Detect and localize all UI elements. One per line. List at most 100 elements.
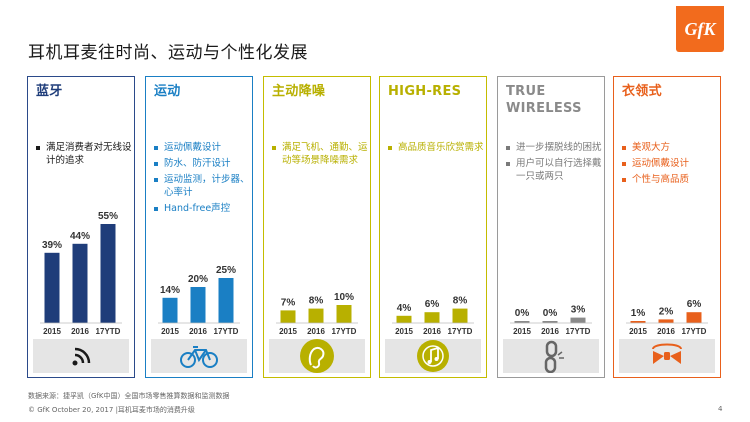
bar-chart: 4% 2015 6% 2016 8% 17YTD: [392, 296, 474, 336]
footer-copyright: © GfK October 20, 2017 |耳机耳麦市场的消费升级: [28, 406, 195, 414]
bar-17YTD: [218, 278, 234, 323]
category-label: 2016: [657, 327, 675, 336]
broken-chain-icon: [544, 340, 564, 373]
panel-bluetooth: 蓝牙 满足消费者对无线设计的追求 39% 2015 44% 2016 55% 17YTD: [27, 76, 135, 378]
bullet-item: 满足飞机、通勤、运动等场景降噪需求: [270, 141, 368, 167]
panel-sports: 运动 运动佩戴设计 防水、防汗设计运动监测，计步器、心率计 Hand-free声控 1…: [145, 76, 253, 378]
icon-box: [385, 339, 481, 373]
panel-neckband: 衣领式 美观大方 运动佩戴设计 个性与高品质 1% 2015 2% 2016 6% 17YTD: [613, 76, 721, 378]
panel-title-line: [622, 100, 662, 117]
data-label: 7%: [281, 297, 296, 308]
bar-2015: [162, 297, 178, 323]
bar-17YTD: [100, 224, 116, 323]
data-label: 0%: [543, 308, 558, 319]
category-label: 17YTD: [96, 327, 121, 336]
panel-title: 运动: [154, 83, 181, 117]
bar-chart: 0% 2015 0% 2016 3% 17YTD: [510, 305, 592, 336]
bicycle-icon: [180, 346, 218, 368]
category-label: 17YTD: [566, 327, 591, 336]
gfk-logo: GfK: [676, 6, 724, 52]
bullet-item: 运动监测，计步器、心率计: [152, 173, 250, 199]
bar-17YTD: [570, 317, 586, 323]
data-label: 6%: [687, 299, 702, 310]
data-label: 2%: [659, 306, 674, 317]
icon-box: [503, 339, 599, 373]
bullet-list: 运动佩戴设计 防水、防汗设计运动监测，计步器、心率计 Hand-free声控: [152, 141, 250, 218]
panel-title: TRUE WIRELESS: [506, 83, 582, 117]
category-label: 2016: [423, 327, 441, 336]
panel-title-line: TRUE: [506, 84, 546, 99]
bar-chart: 14% 2015 20% 2016 25% 17YTD: [158, 265, 240, 336]
bullet-item: 运动佩戴设计: [620, 157, 718, 170]
bullet-list: 满足消费者对无线设计的追求: [34, 141, 132, 170]
panel-title: 衣领式: [622, 83, 662, 117]
data-label: 39%: [42, 240, 62, 251]
panel-noise-cancel: 主动降噪 满足飞机、通勤、运动等场景降噪需求 7% 2015 8% 2016 10% 17Y…: [263, 76, 371, 378]
category-label: 2015: [43, 327, 61, 336]
bar-chart: 7% 2015 8% 2016 10% 17YTD: [276, 292, 358, 336]
bar-2016: [190, 287, 206, 323]
data-label: 4%: [397, 303, 412, 314]
data-label: 8%: [309, 296, 324, 307]
category-label: 2015: [629, 327, 647, 336]
panel-title-line: [388, 100, 461, 117]
data-label: 25%: [216, 265, 236, 276]
bullet-item: Hand-free声控: [152, 202, 250, 215]
bullet-item: 满足消费者对无线设计的追求: [34, 141, 132, 167]
data-label: 6%: [425, 299, 440, 310]
bullet-list: 满足飞机、通勤、运动等场景降噪需求: [270, 141, 368, 170]
bar-2015: [280, 310, 296, 323]
bar-17YTD: [336, 305, 352, 323]
panel-title-line: 运动: [154, 84, 181, 99]
data-label: 0%: [515, 308, 530, 319]
panel-high-res: HIGH-RES 高品质音乐欣赏需求 4% 2015 6% 2016 8% 17YTD: [379, 76, 487, 378]
data-label: 10%: [334, 292, 354, 303]
bullet-list: 进一步摆脱线的困扰用户可以自行选择戴一只或两只: [504, 141, 602, 186]
panel-title: 主动降噪: [272, 83, 325, 117]
panel-title-line: 蓝牙: [36, 84, 63, 99]
panel-true-wireless: TRUE WIRELESS 进一步摆脱线的困扰用户可以自行选择戴一只或两只 0% 201…: [497, 76, 605, 378]
wireless-signal-icon: [72, 347, 91, 366]
panel-title-line: 主动降噪: [272, 84, 326, 99]
bar-17YTD: [686, 312, 702, 323]
bow-tie-icon: [652, 343, 682, 364]
category-label: 2016: [189, 327, 207, 336]
bullet-item: 进一步摆脱线的困扰: [504, 141, 602, 154]
category-label: 2016: [307, 327, 325, 336]
logo-text: GfK: [684, 18, 716, 39]
icon-box: [619, 339, 715, 373]
panel-title: 蓝牙: [36, 83, 63, 117]
bar-chart: 1% 2015 2% 2016 6% 17YTD: [626, 299, 708, 336]
panel-title: HIGH-RES: [388, 83, 461, 117]
bullet-item: 用户可以自行选择戴一只或两只: [504, 157, 602, 183]
icon-box: [33, 339, 129, 373]
data-label: 8%: [453, 296, 468, 307]
icon-box: [269, 339, 365, 373]
category-label: 17YTD: [332, 327, 357, 336]
category-label: 17YTD: [214, 327, 239, 336]
bullet-item: 高品质音乐欣赏需求: [386, 141, 484, 154]
bullet-list: 高品质音乐欣赏需求: [386, 141, 484, 157]
music-disc-icon: [417, 340, 449, 372]
bar-17YTD: [452, 308, 468, 323]
bullet-item: 美观大方: [620, 141, 718, 154]
category-label: 2016: [71, 327, 89, 336]
footer-source: 数据来源：捷孚凯（GfK中国）全国市场零售推算数据和监测数据: [28, 392, 230, 400]
icon-box: [151, 339, 247, 373]
bar-chart: 39% 2015 44% 2016 55% 17YTD: [40, 211, 122, 336]
bar-2016: [308, 308, 324, 323]
category-label: 17YTD: [448, 327, 473, 336]
bullet-item: 防水、防汗设计: [152, 157, 250, 170]
bar-2015: [514, 321, 530, 323]
data-label: 14%: [160, 285, 180, 296]
page-title: 耳机耳麦往时尚、运动与个性化发展: [28, 43, 308, 63]
bullet-item: 个性与高品质: [620, 173, 718, 186]
data-label: 3%: [571, 305, 586, 316]
bar-2016: [72, 243, 88, 323]
category-label: 2016: [541, 327, 559, 336]
bar-2015: [396, 315, 412, 323]
bullet-item: 运动佩戴设计: [152, 141, 250, 154]
panel-title-line: 衣领式: [622, 84, 662, 99]
ear-icon: [300, 339, 334, 373]
panel-title-line: [36, 100, 63, 117]
